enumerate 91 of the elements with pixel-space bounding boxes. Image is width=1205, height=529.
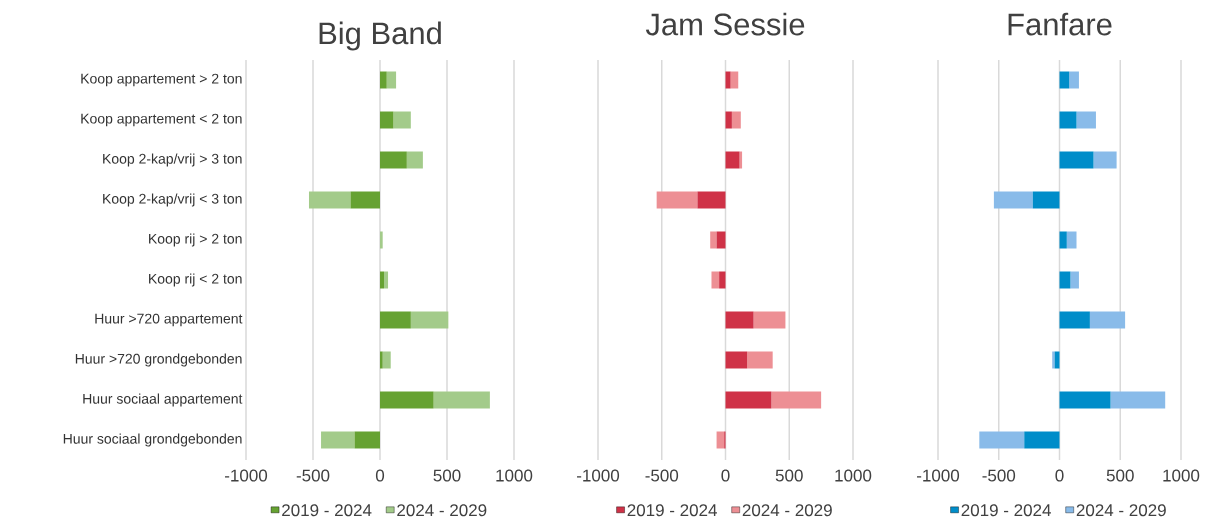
y-tick-label: Huur sociaal appartement xyxy=(83,393,243,407)
chart-title: Jam Sessie xyxy=(645,12,805,36)
legend-label: 2024 - 2029 xyxy=(1076,504,1166,517)
bar xyxy=(1076,111,1096,129)
bar xyxy=(771,391,822,409)
x-tick-label: -1000 xyxy=(225,469,268,482)
bar xyxy=(1059,391,1111,409)
y-tick-label: Koop rij < 2 ton xyxy=(149,273,242,287)
legend-label: 2019 - 2024 xyxy=(627,504,717,517)
bar xyxy=(725,351,748,369)
y-tick-label: Koop appartement < 2 ton xyxy=(81,113,242,127)
bar xyxy=(1059,311,1090,329)
bar xyxy=(1089,311,1126,329)
bar xyxy=(725,391,772,409)
bar xyxy=(716,231,726,249)
legend-label: 2024 - 2029 xyxy=(742,504,832,517)
bar xyxy=(1032,191,1060,209)
bar xyxy=(1066,231,1077,249)
y-tick-label: Huur sociaal grondgebonden xyxy=(63,433,242,447)
bar xyxy=(710,231,717,249)
bar xyxy=(406,151,423,169)
bar xyxy=(1059,111,1077,129)
legend-label: 2019 - 2024 xyxy=(961,504,1051,517)
bar xyxy=(384,271,389,289)
y-tick-label: Koop appartement > 2 ton xyxy=(81,73,242,87)
x-tick-label: 500 xyxy=(775,469,803,482)
bar xyxy=(1059,71,1070,89)
bar xyxy=(753,311,786,329)
y-tick-label: Koop 2-kap/vrij < 3 ton xyxy=(103,193,242,207)
bar xyxy=(1059,151,1094,169)
bar xyxy=(350,191,381,209)
y-tick-label: Koop 2-kap/vrij > 3 ton xyxy=(103,153,242,167)
bar xyxy=(1070,271,1079,289)
chart-title: Fanfare xyxy=(1008,12,1112,36)
x-tick-label: 1000 xyxy=(496,469,533,482)
bar xyxy=(433,391,490,409)
bar xyxy=(725,311,754,329)
bar xyxy=(993,191,1033,209)
x-tick-label: -500 xyxy=(296,469,330,482)
bar xyxy=(380,71,387,89)
chart-title: Big Band xyxy=(319,21,441,51)
bar xyxy=(380,151,407,169)
bar xyxy=(1052,351,1055,369)
bar xyxy=(1069,71,1079,89)
bar xyxy=(730,71,739,89)
bar xyxy=(380,351,383,369)
bar xyxy=(380,231,383,249)
x-tick-label: -500 xyxy=(645,469,679,482)
bar xyxy=(410,311,449,329)
y-tick-label: Koop rij > 2 ton xyxy=(149,233,242,247)
bar xyxy=(656,191,698,209)
bar xyxy=(716,431,725,449)
bar xyxy=(725,111,732,129)
x-tick-label: 500 xyxy=(433,469,461,482)
x-tick-label: -500 xyxy=(982,469,1016,482)
bar xyxy=(725,71,731,89)
bar xyxy=(382,351,391,369)
x-tick-label: 500 xyxy=(1106,469,1134,482)
x-tick-label: -1000 xyxy=(917,469,960,482)
bar xyxy=(725,151,740,169)
bar xyxy=(979,431,1025,449)
bar xyxy=(711,271,720,289)
x-tick-label: 0 xyxy=(375,469,385,482)
bar xyxy=(731,111,741,129)
x-tick-label: 1000 xyxy=(835,469,872,482)
bar xyxy=(1024,431,1060,449)
bar xyxy=(1093,151,1117,169)
bar xyxy=(380,271,385,289)
x-tick-label: 1000 xyxy=(1163,469,1200,482)
legend-label: 2019 - 2024 xyxy=(282,504,372,517)
bar xyxy=(380,111,394,129)
bar xyxy=(308,191,351,209)
bar xyxy=(719,271,726,289)
bar xyxy=(380,391,434,409)
y-tick-label: Huur >720 grondgebonden xyxy=(75,353,242,367)
y-tick-label: Huur >720 appartement xyxy=(95,313,243,327)
x-tick-label: 0 xyxy=(721,469,730,482)
bar xyxy=(1110,391,1166,409)
x-tick-label: -1000 xyxy=(577,469,620,482)
legend-label: 2024 - 2029 xyxy=(397,504,487,517)
x-tick-label: 0 xyxy=(1055,469,1064,482)
bar xyxy=(697,191,726,209)
bar xyxy=(1059,271,1071,289)
bar xyxy=(393,111,411,129)
bar xyxy=(354,431,381,449)
bar xyxy=(1059,231,1067,249)
bar xyxy=(747,351,773,369)
bar xyxy=(380,311,411,329)
bar xyxy=(321,431,355,449)
bar xyxy=(1054,351,1060,369)
bar xyxy=(386,71,397,89)
